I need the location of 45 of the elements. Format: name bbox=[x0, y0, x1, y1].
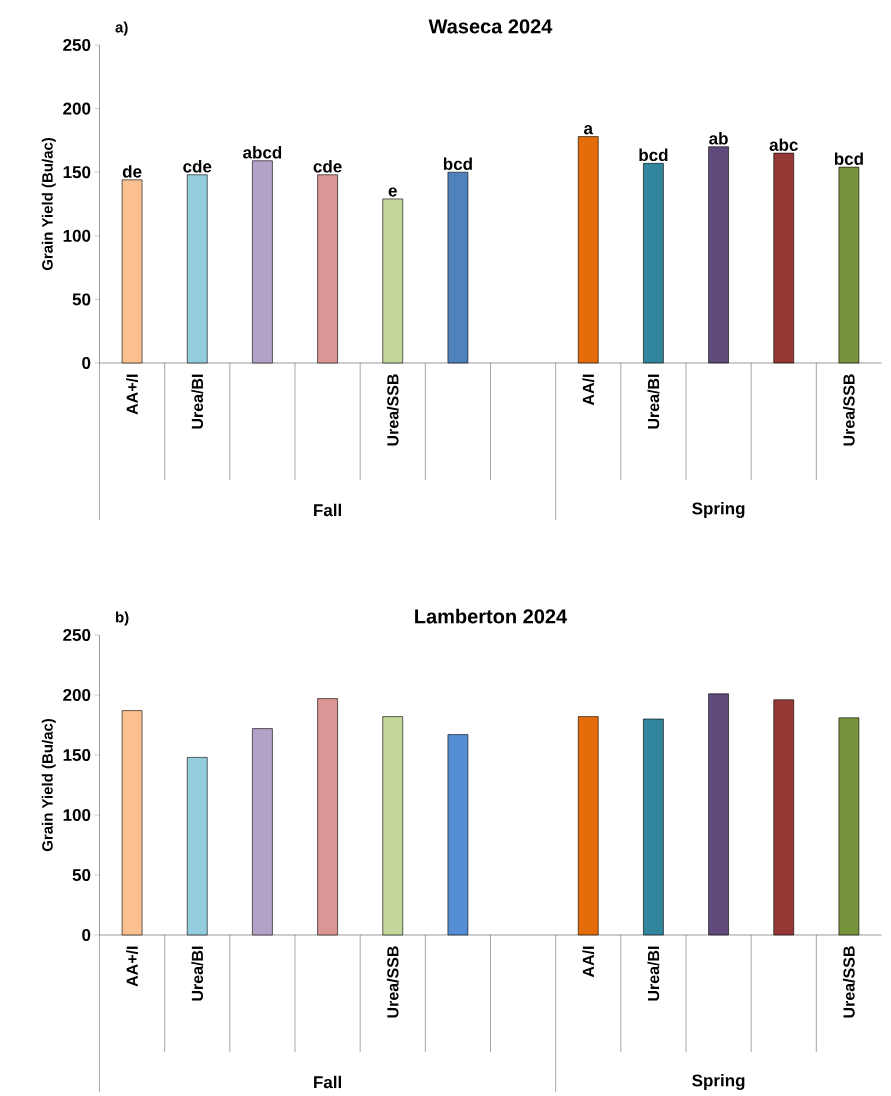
y-tick-label: 150 bbox=[63, 166, 91, 179]
data-label: de bbox=[122, 165, 142, 178]
y-tick-label: 50 bbox=[72, 293, 91, 306]
x-tick-label: Urea/SSB bbox=[842, 374, 855, 446]
data-label: bcd bbox=[639, 148, 668, 162]
x-tick-label: Urea/BI bbox=[191, 946, 204, 1001]
y-tick-label: 250 bbox=[63, 38, 91, 52]
text: Spring bbox=[692, 502, 745, 518]
chart-title: Lamberton 2024 bbox=[415, 608, 568, 624]
y-tick-label: 0 bbox=[82, 356, 91, 370]
data-label: bcd bbox=[834, 152, 863, 165]
text: Fall bbox=[314, 503, 342, 517]
data-label: a bbox=[584, 125, 594, 135]
data-label: cde bbox=[183, 160, 212, 173]
text: a) bbox=[115, 21, 128, 36]
y-tick-label: 250 bbox=[63, 628, 91, 642]
x-tick-label: AA/I bbox=[582, 946, 595, 978]
text: Fall bbox=[314, 1075, 342, 1089]
x-tick-label: Urea/SSB bbox=[842, 946, 855, 1018]
chart-title: Waseca 2024 bbox=[428, 19, 553, 34]
y-tick-label: 100 bbox=[63, 229, 91, 242]
data-label: e bbox=[388, 187, 397, 197]
text: Spring bbox=[692, 1074, 745, 1090]
y-tick-label: 150 bbox=[63, 748, 91, 762]
y-tick-label: 0 bbox=[82, 928, 91, 942]
x-tick-label: AA/I bbox=[582, 374, 595, 406]
x-tick-label: Urea/SSB bbox=[386, 946, 399, 1018]
y-axis-title: Grain Yield (Bu/ac) bbox=[41, 137, 56, 271]
x-tick-label: AA+/I bbox=[126, 374, 139, 415]
data-label: bcd bbox=[443, 157, 472, 171]
y-axis-title: Grain Yield (Bu/ac) bbox=[41, 718, 56, 852]
y-tick-label: 100 bbox=[63, 808, 91, 822]
data-label: cde bbox=[313, 160, 342, 173]
data-label: abc bbox=[769, 138, 798, 151]
y-tick-label: 200 bbox=[63, 102, 91, 115]
x-tick-label: Urea/SSB bbox=[386, 374, 399, 446]
data-label: abcd bbox=[243, 146, 282, 159]
y-tick-label: 200 bbox=[63, 688, 91, 702]
x-tick-label: Urea/BI bbox=[647, 374, 660, 429]
text: b) bbox=[116, 611, 129, 626]
x-tick-label: AA+/I bbox=[126, 946, 139, 987]
x-tick-label: Urea/BI bbox=[191, 374, 204, 429]
y-tick-label: 50 bbox=[72, 868, 91, 882]
data-label: ab bbox=[709, 132, 728, 145]
x-tick-label: Urea/BI bbox=[647, 946, 660, 1001]
